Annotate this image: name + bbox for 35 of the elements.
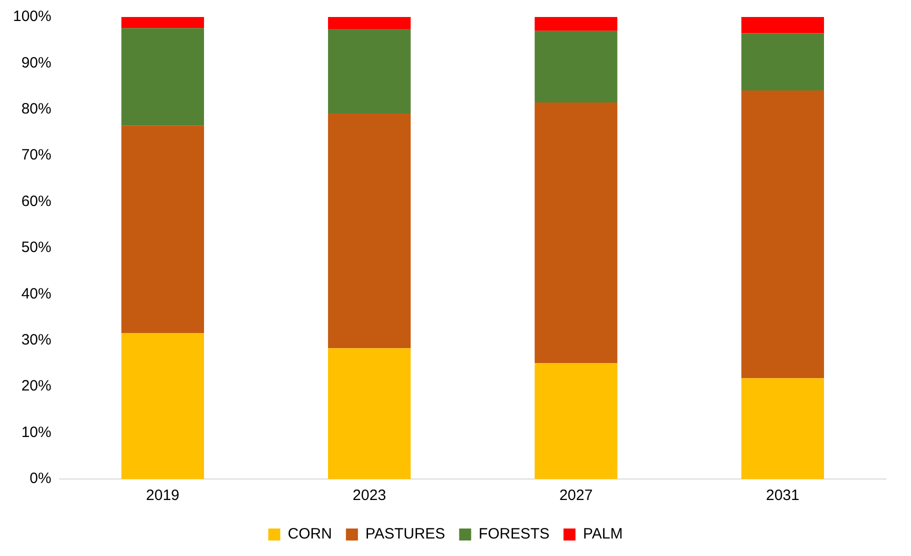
bar xyxy=(328,29,411,114)
bar xyxy=(121,333,204,479)
bar xyxy=(534,30,618,102)
y-tick-label: 40% xyxy=(21,285,52,302)
y-tick-label: 80% xyxy=(21,100,52,118)
y-tick-label: 100% xyxy=(12,8,52,26)
x-tick-label: 2027 xyxy=(559,487,593,504)
bar xyxy=(741,33,824,90)
bar xyxy=(534,102,618,364)
bar xyxy=(121,28,204,126)
bar xyxy=(121,126,204,334)
bar xyxy=(741,90,824,378)
bar xyxy=(328,17,411,30)
legend-label: PASTURES xyxy=(365,526,446,543)
y-tick-label: 0% xyxy=(30,470,52,488)
bar xyxy=(741,17,824,34)
y-tick-label: 60% xyxy=(21,192,52,210)
y-tick-label: 70% xyxy=(21,146,52,164)
bar xyxy=(328,114,411,348)
bar xyxy=(741,378,824,479)
bar xyxy=(328,348,411,479)
legend-label: FORESTS xyxy=(478,526,550,543)
bar xyxy=(534,363,618,479)
y-tick-label: 50% xyxy=(21,239,52,256)
y-tick-label: 30% xyxy=(21,332,52,349)
legend-label: CORN xyxy=(288,526,332,543)
bar xyxy=(534,17,618,31)
x-tick-label: 2031 xyxy=(766,487,800,504)
x-tick-label: 2023 xyxy=(352,487,386,504)
y-tick-label: 10% xyxy=(21,424,52,441)
bar xyxy=(121,17,204,28)
y-tick-label: 90% xyxy=(21,54,52,72)
y-tick-label: 20% xyxy=(21,378,52,395)
legend-label: PALM xyxy=(583,526,623,543)
x-tick-label: 2019 xyxy=(146,487,180,504)
